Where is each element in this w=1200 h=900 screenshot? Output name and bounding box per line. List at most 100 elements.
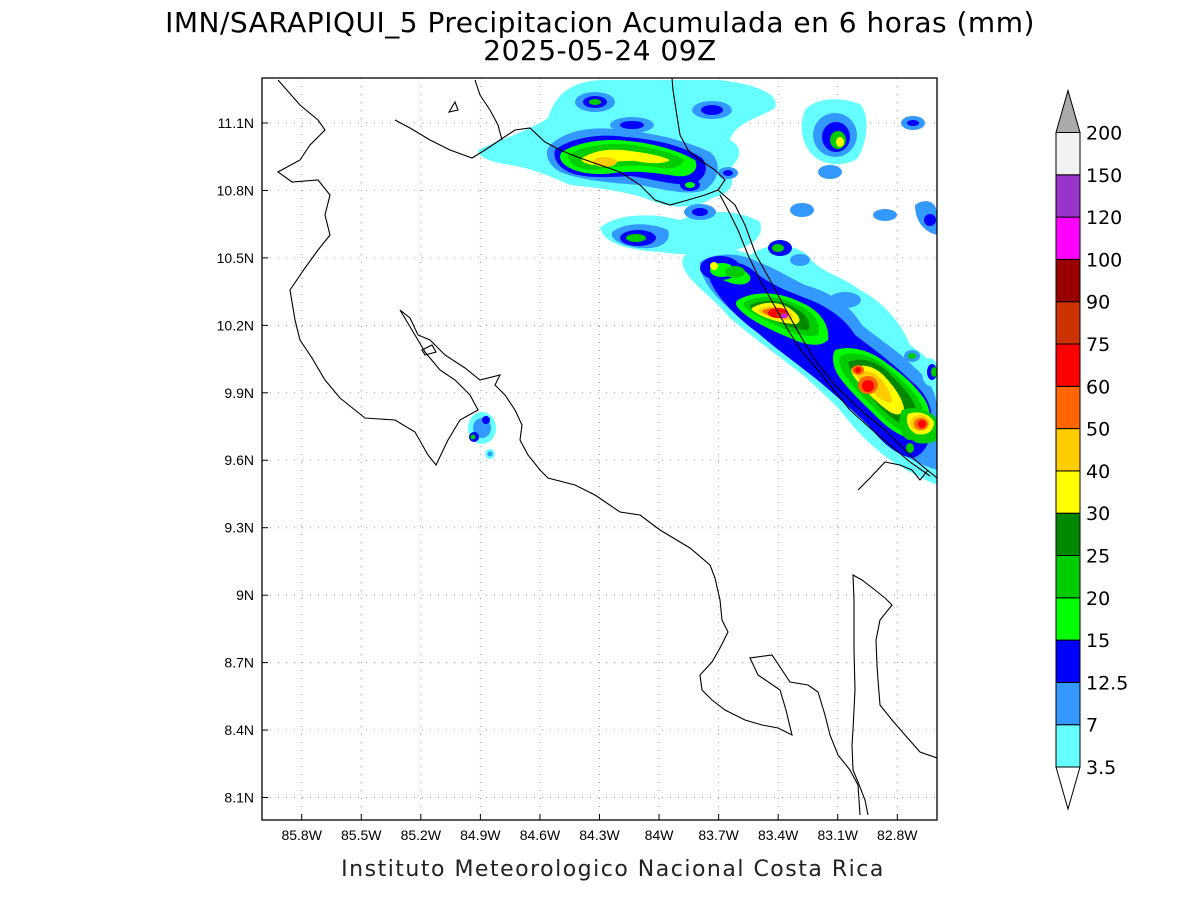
- map-subtitle-date: 2025-05-24 09Z: [483, 34, 716, 67]
- colorbar-label: 15: [1086, 630, 1110, 652]
- colorbar-swatch: [1055, 385, 1081, 430]
- rain-cell: [790, 203, 814, 217]
- rain-cell: [723, 170, 733, 176]
- x-tick-label: 84.6W: [520, 827, 561, 843]
- x-axis-labels: 85.8W 85.5W 85.2W 84.9W 84.6W 84.3W 84W 83.7W 83…: [281, 827, 918, 843]
- rain-cell: [685, 182, 695, 188]
- caribbean-coastline: [717, 189, 937, 479]
- y-tick-label: 10.2N: [217, 317, 254, 333]
- colorbar-swatch: [1055, 597, 1081, 641]
- colorbar-swatch: [1055, 681, 1081, 726]
- colorbar-min-arrow: [1055, 766, 1081, 811]
- pacific-coastline: [276, 79, 861, 816]
- x-tick-label: 84W: [645, 827, 675, 843]
- coastline-outline: [276, 78, 937, 816]
- colorbar-swatch: [1055, 724, 1081, 768]
- x-tick-label: 85.2W: [401, 827, 442, 843]
- rain-cell: [924, 214, 936, 226]
- y-axis-labels: 11.1N 10.8N 10.5N 10.2N 9.9N 9.6N 9.3N 9N 8.7N 8.…: [217, 115, 254, 806]
- map-frame: [261, 77, 938, 821]
- precipitation-field: [468, 80, 937, 485]
- rain-cell: [790, 254, 810, 266]
- rain-cell: [626, 234, 646, 242]
- rain-cell: [862, 380, 874, 392]
- x-tick-label: 83.4W: [758, 827, 799, 843]
- rain-cell: [836, 137, 844, 147]
- rain-cell: [772, 244, 784, 252]
- panama-coastline: [851, 574, 937, 816]
- island-outline: [447, 100, 459, 113]
- colorbar-label: 150: [1086, 165, 1122, 187]
- island-outline: [421, 344, 437, 356]
- y-tick-label: 9N: [236, 587, 254, 603]
- colorbar-max-arrow: [1055, 88, 1081, 133]
- colorbar-swatch: [1055, 470, 1081, 514]
- colorbar-label: 120: [1086, 207, 1122, 229]
- y-tick-label: 9.6N: [224, 452, 254, 468]
- colorbar-swatch: [1055, 132, 1081, 176]
- rain-cell: [692, 208, 708, 216]
- rain-cell: [482, 416, 490, 424]
- colorbar-swatch: [1055, 216, 1081, 260]
- x-tick-label: 83.7W: [698, 827, 739, 843]
- colorbar-label: 60: [1086, 376, 1110, 398]
- footer-credit: Instituto Meteorologico Nacional Costa R…: [341, 857, 885, 882]
- colorbar-label: 30: [1086, 503, 1110, 525]
- rain-cell: [593, 157, 617, 167]
- colorbar: 3.5 7 12.5 15 20 25 30 40 50 60 75 90 100 120 150 200: [1055, 88, 1128, 811]
- colorbar-label: 90: [1086, 292, 1110, 314]
- x-tick-label: 84.3W: [579, 827, 620, 843]
- y-tick-label: 11.1N: [218, 115, 254, 131]
- y-tick-label: 10.8N: [217, 182, 254, 198]
- colorbar-label: 40: [1086, 461, 1110, 483]
- x-tick-label: 85.5W: [341, 827, 382, 843]
- rain-cell: [470, 434, 476, 440]
- colorbar-label: 200: [1086, 123, 1122, 145]
- colorbar-swatch: [1055, 512, 1081, 557]
- rain-cell: [487, 451, 493, 457]
- rain-cell: [931, 367, 937, 377]
- rain-cell: [710, 262, 718, 270]
- y-tick-label: 8.1N: [224, 790, 254, 806]
- colorbar-swatch: [1055, 301, 1081, 345]
- colorbar-swatch: [1055, 258, 1081, 303]
- rain-cell: [701, 105, 723, 115]
- rain-cell: [620, 121, 644, 129]
- y-tick-label: 9.9N: [224, 385, 254, 401]
- rain-cell: [908, 353, 916, 359]
- colorbar-label: 100: [1086, 249, 1122, 271]
- rain-cell: [873, 209, 897, 221]
- rain-cell: [818, 165, 842, 179]
- colorbar-label: 75: [1086, 334, 1110, 356]
- lake-outline: [474, 79, 503, 141]
- colorbar-label: 3.5: [1086, 757, 1116, 779]
- rain-cell: [907, 120, 919, 126]
- colorbar-swatch: [1055, 343, 1081, 387]
- y-tick-label: 8.7N: [224, 655, 254, 671]
- y-tick-label: 10.5N: [217, 250, 254, 266]
- rain-cell: [725, 266, 745, 278]
- x-tick-label: 83.1W: [818, 827, 859, 843]
- map-grid: [262, 78, 937, 820]
- colorbar-swatch: [1055, 428, 1081, 472]
- x-tick-label: 85.8W: [281, 827, 322, 843]
- colorbar-label: 20: [1086, 588, 1110, 610]
- rain-cell: [906, 443, 914, 453]
- rain-cell: [829, 292, 861, 308]
- nicaragua-border: [394, 78, 726, 206]
- colorbar-label: 25: [1086, 546, 1110, 568]
- x-tick-label: 84.9W: [460, 827, 501, 843]
- rain-cell: [855, 367, 861, 373]
- colorbar-swatch: [1055, 555, 1081, 599]
- land-border: [719, 194, 931, 477]
- rain-cell: [918, 420, 926, 428]
- rain-cell: [589, 99, 601, 105]
- colorbar-label: 7: [1086, 715, 1098, 737]
- y-tick-label: 8.4N: [224, 722, 254, 738]
- colorbar-label: 50: [1086, 419, 1110, 441]
- x-tick-label: 82.8W: [877, 827, 918, 843]
- colorbar-label: 12.5: [1086, 672, 1128, 694]
- panama-border: [857, 461, 929, 491]
- y-tick-label: 9.3N: [224, 520, 254, 536]
